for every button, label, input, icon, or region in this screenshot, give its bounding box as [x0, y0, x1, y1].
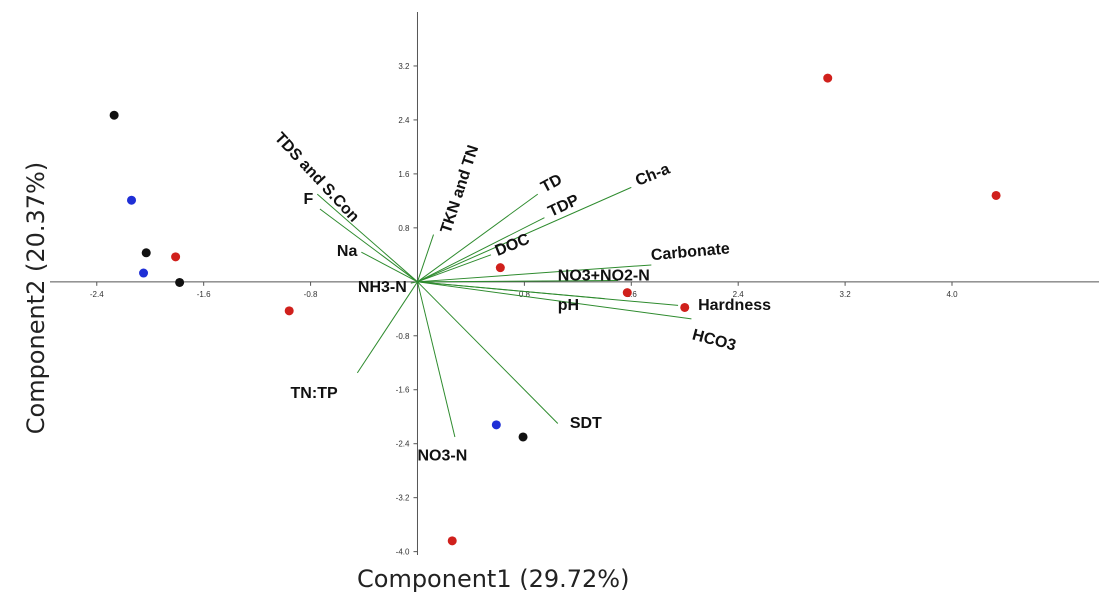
loading-vector [417, 218, 544, 282]
loading-label: TD [538, 171, 565, 196]
loading-vector [317, 194, 417, 282]
loading-vector [417, 282, 454, 437]
loading-label: TDP [546, 192, 582, 221]
y-tick-label: -0.8 [396, 332, 410, 341]
loading-label: TDS and S.Con [271, 130, 362, 226]
x-axis-title: Component1 (29.72%) [357, 565, 629, 593]
y-tick-label: 1.6 [398, 170, 410, 179]
sample-point-red [992, 191, 1001, 200]
x-tick-label: -1.6 [197, 290, 211, 299]
loading-vector [320, 209, 418, 282]
sample-point-red [823, 74, 832, 83]
sample-point-red [496, 263, 505, 272]
loading-vector [361, 252, 417, 282]
y-tick-label: 0.8 [398, 224, 410, 233]
loading-vector [417, 282, 678, 306]
sample-point-black [175, 278, 184, 287]
y-axis-title: Component2 (20.37%) [22, 162, 50, 434]
loading-label: HCO3 [690, 327, 737, 355]
sample-point-red [623, 288, 632, 297]
sample-point-blue [139, 269, 148, 278]
sample-point-black [142, 248, 151, 257]
x-tick-label: -2.4 [90, 290, 104, 299]
loading-label: NO3+NO2-N [558, 267, 650, 284]
y-tick-label: -3.2 [396, 494, 410, 503]
sample-point-blue [492, 420, 501, 429]
loading-label: Ch-a [633, 161, 672, 190]
loading-label: Carbonate [650, 240, 730, 264]
x-tick-label: 4.0 [946, 290, 958, 299]
loading-label: F [303, 191, 313, 208]
y-tick-label: -4.0 [396, 548, 410, 557]
loading-vector [417, 282, 691, 319]
sample-point-red [680, 303, 689, 312]
y-tick-label: -2.4 [396, 440, 410, 449]
sample-point-red [448, 536, 457, 545]
sample-point-blue [127, 196, 136, 205]
loading-label: pH [558, 297, 579, 314]
sample-point-red [171, 252, 180, 261]
sample-point-black [519, 432, 528, 441]
x-tick-label: 3.2 [840, 290, 852, 299]
loading-label: DOC [493, 231, 533, 260]
loading-label: TN:TP [291, 385, 338, 402]
loading-vector [417, 282, 557, 424]
sample-point-black [110, 111, 119, 120]
loading-label: TKN and TN [438, 143, 482, 235]
loading-label: NO3-N [417, 448, 467, 465]
sample-point-red [285, 306, 294, 315]
loading-label: Na [337, 243, 358, 260]
loading-label: Hardness [698, 297, 771, 314]
loading-label: SDT [570, 415, 602, 432]
y-tick-label: 2.4 [398, 116, 410, 125]
loading-label: NH3-N [358, 279, 407, 296]
y-tick-label: -1.6 [396, 386, 410, 395]
x-tick-label: -0.8 [304, 290, 318, 299]
y-tick-label: 3.2 [398, 62, 410, 71]
